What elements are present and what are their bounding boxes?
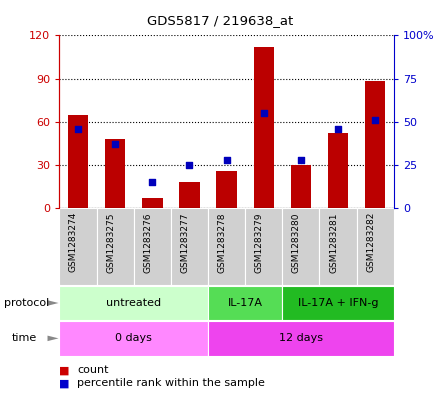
Text: GDS5817 / 219638_at: GDS5817 / 219638_at: [147, 14, 293, 27]
Point: [260, 110, 267, 116]
Bar: [282, 286, 394, 320]
Bar: [59, 321, 208, 356]
Point: [186, 162, 193, 168]
Bar: [216, 171, 237, 208]
Bar: [171, 208, 208, 285]
Bar: [319, 208, 357, 285]
Bar: [245, 208, 282, 285]
Text: untreated: untreated: [106, 298, 161, 308]
Text: percentile rank within the sample: percentile rank within the sample: [77, 378, 265, 388]
Point: [149, 179, 156, 185]
Bar: [208, 208, 245, 285]
Bar: [179, 182, 200, 208]
Bar: [357, 208, 394, 285]
Text: time: time: [11, 333, 37, 343]
Bar: [59, 286, 208, 320]
Bar: [208, 286, 282, 320]
Point: [112, 141, 119, 147]
Text: count: count: [77, 365, 109, 375]
Bar: [328, 133, 348, 208]
Bar: [142, 198, 162, 208]
Text: protocol: protocol: [4, 298, 50, 308]
Point: [74, 126, 81, 132]
Bar: [96, 208, 134, 285]
Text: GSM1283281: GSM1283281: [329, 212, 338, 273]
Text: 12 days: 12 days: [279, 333, 323, 343]
Text: IL-17A + IFN-g: IL-17A + IFN-g: [298, 298, 378, 308]
Text: GSM1283279: GSM1283279: [255, 212, 264, 273]
Point: [223, 157, 230, 163]
Bar: [365, 81, 385, 208]
Text: GSM1283282: GSM1283282: [366, 212, 375, 272]
Text: ■: ■: [59, 365, 70, 375]
Text: GSM1283278: GSM1283278: [218, 212, 227, 273]
Point: [297, 157, 304, 163]
Text: 0 days: 0 days: [115, 333, 152, 343]
Point: [372, 117, 379, 123]
Text: GSM1283277: GSM1283277: [180, 212, 190, 273]
Text: GSM1283276: GSM1283276: [143, 212, 152, 273]
Bar: [291, 165, 311, 208]
Bar: [68, 115, 88, 208]
Bar: [208, 321, 394, 356]
Text: GSM1283280: GSM1283280: [292, 212, 301, 273]
Point: [334, 126, 341, 132]
Bar: [282, 208, 319, 285]
Bar: [134, 208, 171, 285]
Text: IL-17A: IL-17A: [227, 298, 263, 308]
Text: ■: ■: [59, 378, 70, 388]
Bar: [105, 139, 125, 208]
Bar: [253, 47, 274, 208]
Bar: [59, 208, 96, 285]
Text: GSM1283274: GSM1283274: [69, 212, 78, 272]
Text: GSM1283275: GSM1283275: [106, 212, 115, 273]
